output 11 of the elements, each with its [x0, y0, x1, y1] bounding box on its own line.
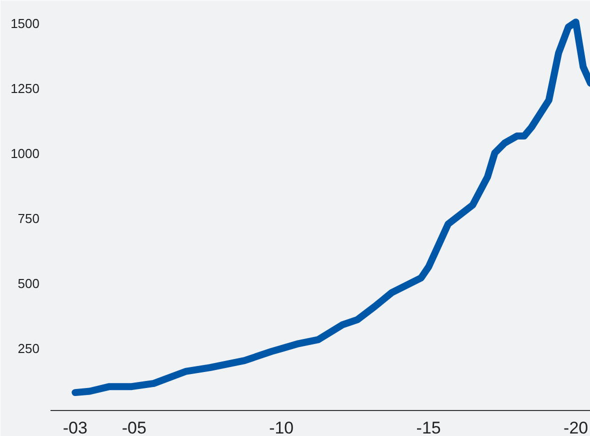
x-tick-label: -20 [564, 418, 588, 436]
y-tick-label: 1500 [10, 16, 40, 31]
y-tick-label: 1000 [10, 146, 40, 161]
y-tick-label: 750 [18, 211, 40, 226]
x-tick-label: -05 [122, 418, 146, 436]
y-tick-label: 1250 [10, 80, 40, 96]
x-tick-label: -10 [269, 418, 294, 436]
y-tick-label: 250 [18, 341, 40, 356]
x-tick-label: -03 [62, 418, 88, 436]
y-tick-label: 500 [18, 276, 40, 292]
x-tick-label: -15 [416, 418, 441, 436]
